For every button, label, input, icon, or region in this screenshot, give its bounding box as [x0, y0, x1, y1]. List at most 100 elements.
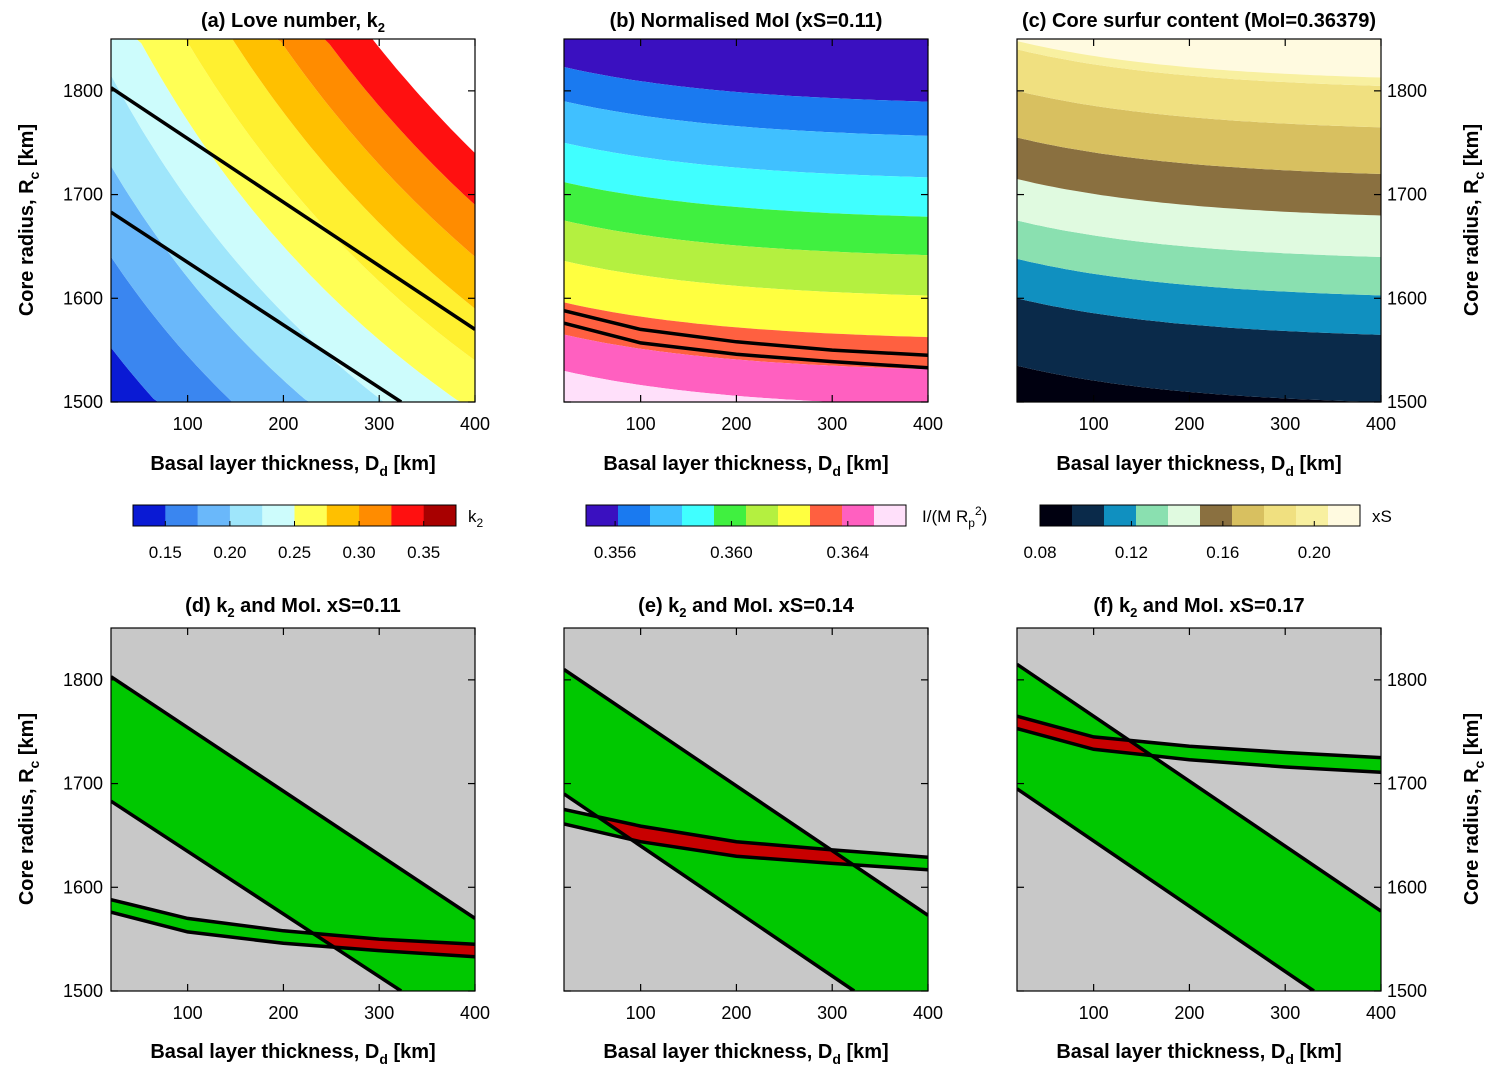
- k2-bound-line: [564, 668, 928, 917]
- x-tick-label: 200: [1174, 414, 1204, 434]
- colorbar-k2-swatch: [133, 505, 166, 526]
- y-tick-label: 1800: [1387, 81, 1427, 101]
- xlabel-b: Basal layer thickness, Dd [km]: [603, 453, 888, 479]
- k2-level-band: [111, 166, 310, 402]
- k2-contour-line: [111, 86, 475, 331]
- y-tick-label: 1500: [1387, 981, 1427, 1001]
- xs-level-band: [1017, 49, 1381, 128]
- x-tick-label: 100: [1079, 1003, 1109, 1023]
- colorbar-k2-swatch: [229, 505, 263, 526]
- x-tick-label: 200: [268, 1003, 298, 1023]
- panel-e-title: (e) k2 and MoI. xS=0.14: [638, 595, 855, 620]
- k2-level-band: [111, 39, 461, 402]
- xlabel-a: Basal layer thickness, Dd [km]: [150, 453, 435, 479]
- colorbar-k2-tick-label: 0.25: [278, 543, 311, 562]
- moi-level-band: [564, 182, 928, 256]
- colorbar-moi-swatch: [874, 505, 907, 526]
- panel-d-title: (d) k2 and MoI. xS=0.11: [185, 595, 401, 620]
- panel-c-plot: [1017, 39, 1381, 402]
- colorbar-k2-swatch: [165, 505, 199, 526]
- k2-bound-line: [111, 675, 475, 920]
- colorbar-k2-swatch: [391, 505, 425, 526]
- x-tick-label: 100: [173, 414, 203, 434]
- x-tick-label: 100: [1079, 414, 1109, 434]
- xs-level-band: [1017, 220, 1381, 296]
- panel-e-plot: [564, 628, 928, 991]
- colorbar-xs-swatch: [1264, 505, 1297, 526]
- x-tick-label: 400: [913, 414, 943, 434]
- colorbar-moi-swatch: [810, 505, 843, 526]
- xs-level-band: [1017, 298, 1381, 402]
- colorbar-xs-tick-label: 0.20: [1298, 543, 1331, 562]
- colorbar-xs-swatch: [1232, 505, 1265, 526]
- y-tick-label: 1500: [63, 392, 103, 412]
- k2-bound-line: [1017, 662, 1381, 913]
- colorbar-moi-label: I/(M Rp2): [922, 504, 987, 530]
- moi-bound-line: [111, 897, 475, 947]
- moi-level-band: [564, 101, 928, 178]
- colorbar-xs-label: xS: [1372, 507, 1392, 526]
- k2-contour-line: [111, 210, 403, 402]
- y-tick-label: 1800: [63, 81, 103, 101]
- colorbar-xs-frame: [1039, 504, 1361, 527]
- y-tick-label: 1700: [1387, 185, 1427, 205]
- moi-level-band: [564, 142, 928, 217]
- xs-level-band: [1017, 365, 1375, 402]
- ylabel-f: Core radius, Rc [km]: [1461, 713, 1487, 905]
- colorbar-moi-swatch: [746, 505, 779, 526]
- plot-frame: [110, 627, 476, 992]
- colorbar-k2-tick-label: 0.15: [149, 543, 182, 562]
- colorbar-xs-swatch: [1296, 505, 1329, 526]
- colorbar-moi-swatch: [714, 505, 747, 526]
- k2-level-band: [276, 39, 475, 257]
- colorbar-xs-tick-label: 0.16: [1206, 543, 1239, 562]
- y-tick-label: 1500: [1387, 392, 1427, 412]
- x-tick-label: 400: [460, 414, 490, 434]
- colorbar-xs-swatch: [1040, 505, 1073, 526]
- colorbar-xs-swatch: [1168, 505, 1201, 526]
- moi-bound-line: [1017, 726, 1381, 774]
- moi-bound-line: [564, 822, 928, 872]
- k2-level-band: [111, 75, 384, 402]
- plot-frame: [563, 38, 929, 403]
- moi-bound-line: [111, 910, 475, 959]
- k2-level-band: [232, 39, 475, 309]
- x-tick-label: 400: [1366, 1003, 1396, 1023]
- y-tick-label: 1600: [1387, 877, 1427, 897]
- plot-frame: [1016, 627, 1382, 992]
- colorbar-moi-swatch: [682, 505, 715, 526]
- k2-bound-line: [1017, 787, 1315, 991]
- y-tick-label: 1700: [63, 185, 103, 205]
- xs-level-band: [1017, 137, 1381, 216]
- ylabel-a: Core radius, Rc [km]: [16, 124, 42, 316]
- ylabel-d: Core radius, Rc [km]: [16, 713, 42, 905]
- y-tick-label: 1600: [63, 288, 103, 308]
- colorbar-k2-swatch: [197, 505, 231, 526]
- colorbar-moi-swatch: [586, 505, 619, 526]
- x-tick-label: 300: [817, 414, 847, 434]
- plot-frame: [563, 627, 929, 992]
- k2-band: [564, 669, 928, 991]
- x-tick-label: 100: [626, 414, 656, 434]
- k2-band: [111, 676, 475, 991]
- moi-level-band: [564, 260, 928, 338]
- plot-frame: [1016, 38, 1382, 403]
- x-tick-label: 100: [173, 1003, 203, 1023]
- xlabel-e: Basal layer thickness, Dd [km]: [603, 1041, 888, 1067]
- colorbar-xs-swatch: [1200, 505, 1233, 526]
- y-tick-label: 1500: [63, 981, 103, 1001]
- colorbar-k2-tick-label: 0.35: [407, 543, 440, 562]
- colorbar-xs-tick-label: 0.08: [1023, 543, 1056, 562]
- moi-bound-line: [564, 807, 928, 859]
- colorbar-k2-tick-label: 0.20: [213, 543, 246, 562]
- x-tick-label: 300: [1270, 414, 1300, 434]
- panel-d-plot: [111, 628, 475, 991]
- moi-band: [1017, 716, 1381, 773]
- x-tick-label: 200: [1174, 1003, 1204, 1023]
- y-tick-label: 1800: [63, 670, 103, 690]
- colorbar-moi-tick-label: 0.360: [710, 543, 753, 562]
- panel-f-plot: [1017, 628, 1381, 991]
- xlabel-d: Basal layer thickness, Dd [km]: [150, 1041, 435, 1067]
- moi-level-band: [564, 39, 928, 102]
